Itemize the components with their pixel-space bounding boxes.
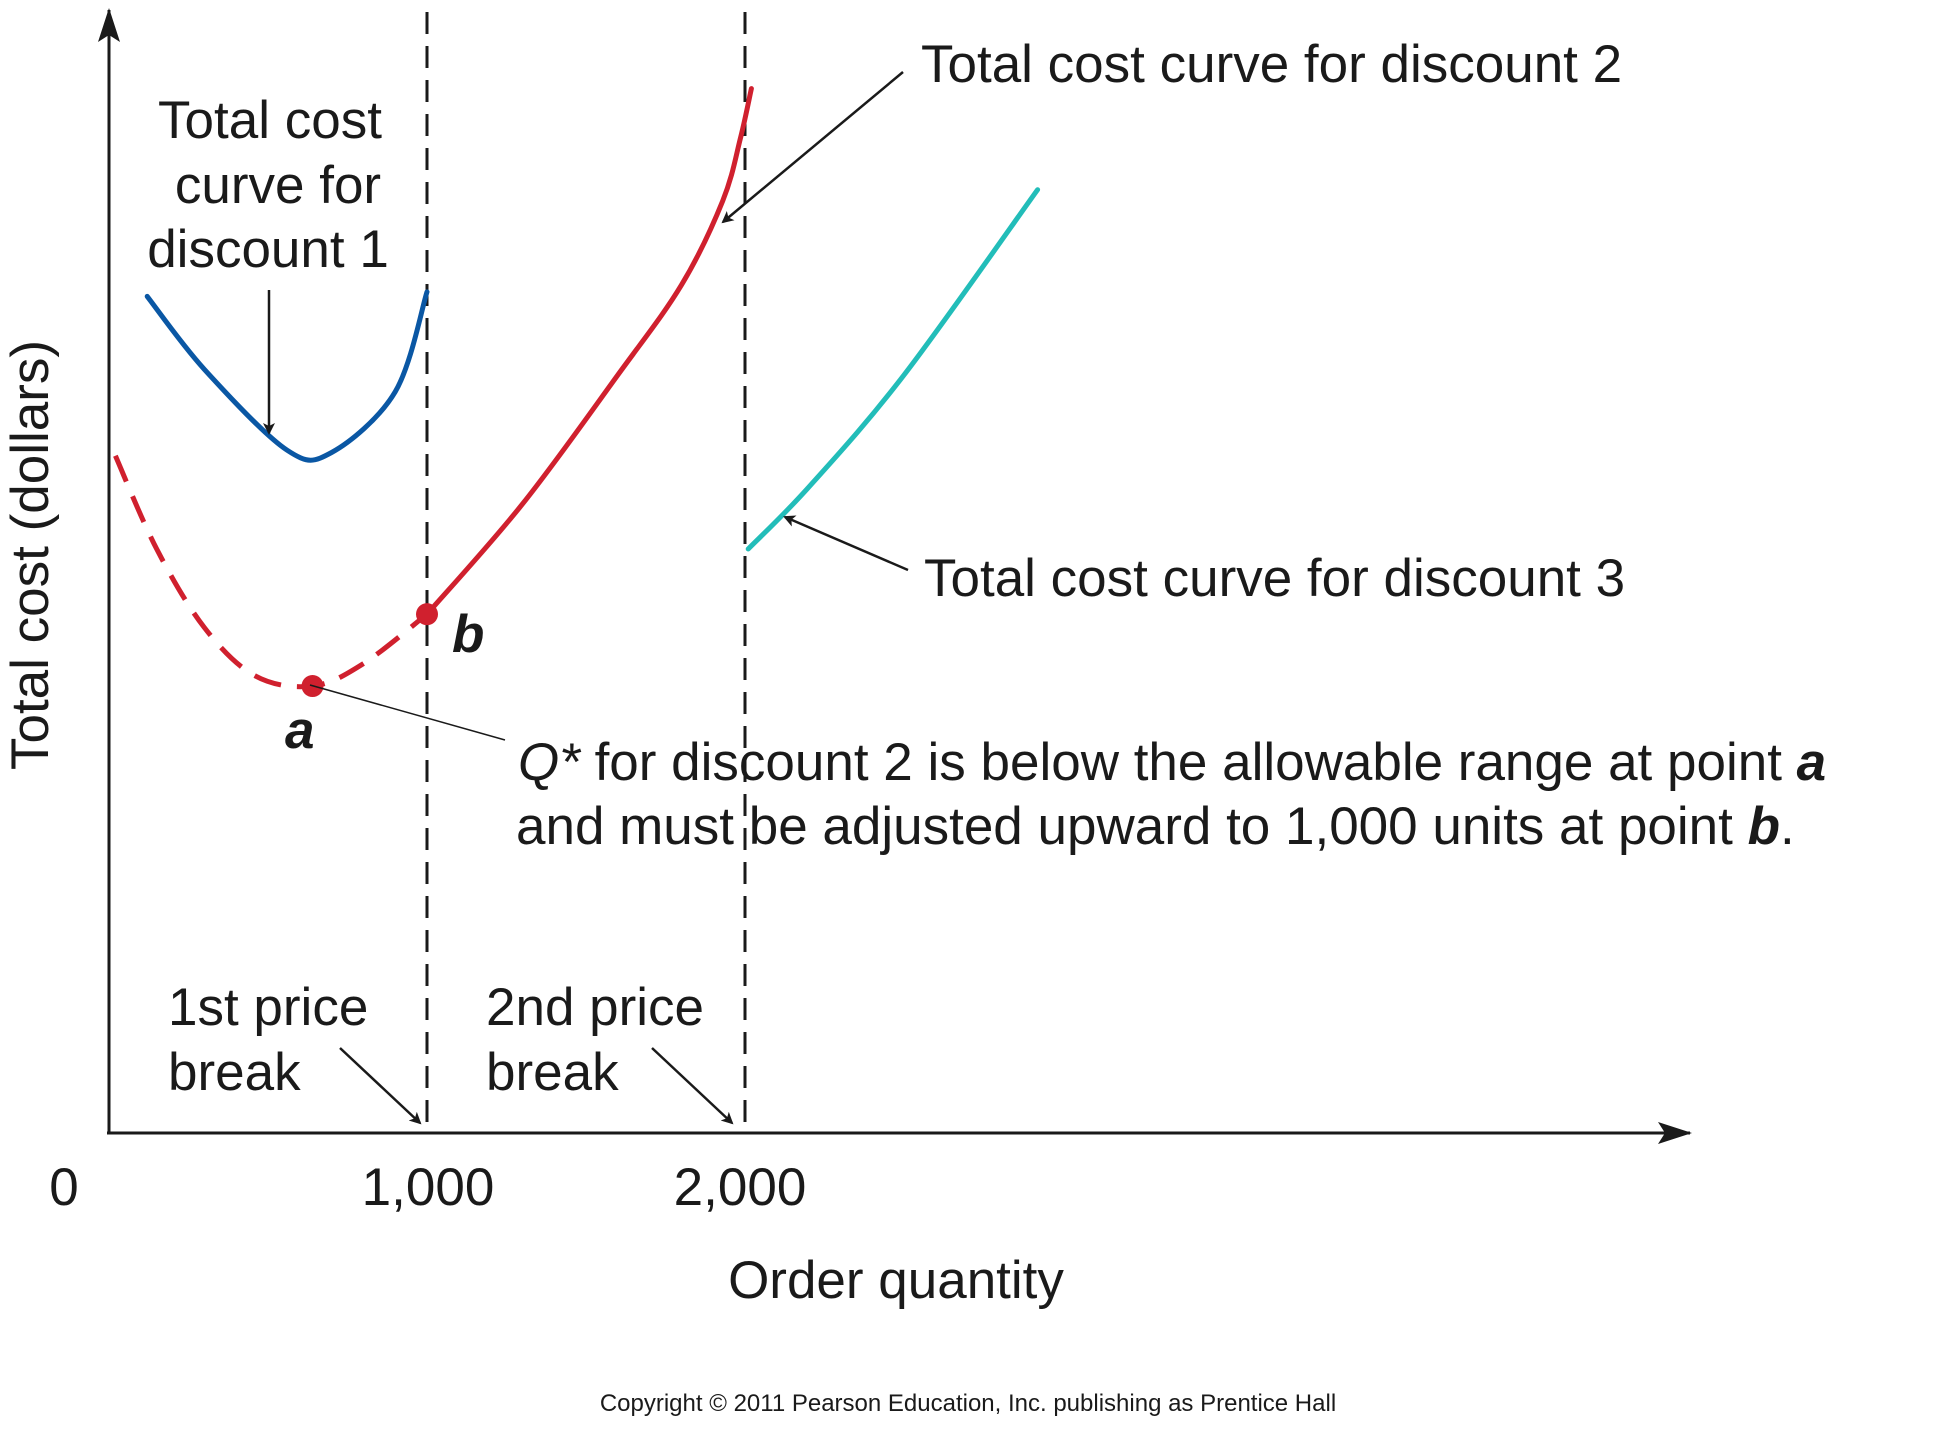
discount-3-annotation: Total cost curve for discount 3 [924,549,1625,608]
point-b-label: b [452,605,484,664]
qstar-line-2-end: . [1780,797,1795,856]
price-break-2-label-line-1: 2nd price [486,978,704,1037]
x-tick-1000: 1,000 [362,1158,495,1217]
discount-2-pointer [721,71,904,224]
qstar-annotation-line-1: Q* for discount 2 is below the allowable… [518,733,1826,792]
qstar-annotation-line-2: and must be adjusted upward to 1,000 uni… [516,797,1795,856]
discount-3-curve [745,187,1041,552]
y-axis-label: Total cost (dollars) [1,340,60,770]
qstar-line-1-point: a [1797,733,1826,792]
point-a-label: a [285,701,314,760]
price-break-2-pointer [651,1047,734,1125]
x-tick-0: 0 [49,1158,78,1217]
x-tick-2000: 2,000 [674,1158,807,1217]
discount-1-curve [144,289,430,463]
qstar-line-2-text: and must be adjusted upward to 1,000 uni… [516,797,1748,856]
price-break-1-label-line-2: break [168,1043,301,1102]
qstar-line-1-text: for discount 2 is below the allowable ra… [580,733,1797,792]
price-break-1-label-line-1: 1st price [168,978,368,1037]
qstar-leader-line [309,684,506,741]
discount-2-annotation: Total cost curve for discount 2 [921,35,1622,94]
price-break-2-label-line-2: break [486,1043,619,1102]
discount-2-curve [424,86,754,617]
point-b [416,603,438,626]
copyright-footer: Copyright © 2011 Pearson Education, Inc.… [600,1390,1336,1417]
qstar-symbol: Q* [518,733,582,792]
discount-2-curve-infeasible [113,454,429,690]
qstar-line-2-point: b [1748,797,1780,856]
discount-1-annotation-line-2: curve for [175,156,381,215]
x-axis-label: Order quantity [728,1251,1064,1310]
discount-1-annotation-line-3: discount 1 [147,220,389,279]
discount-1-annotation-line-1: Total cost [158,91,382,150]
price-break-1-pointer [339,1047,422,1125]
discount-3-pointer [783,515,909,572]
